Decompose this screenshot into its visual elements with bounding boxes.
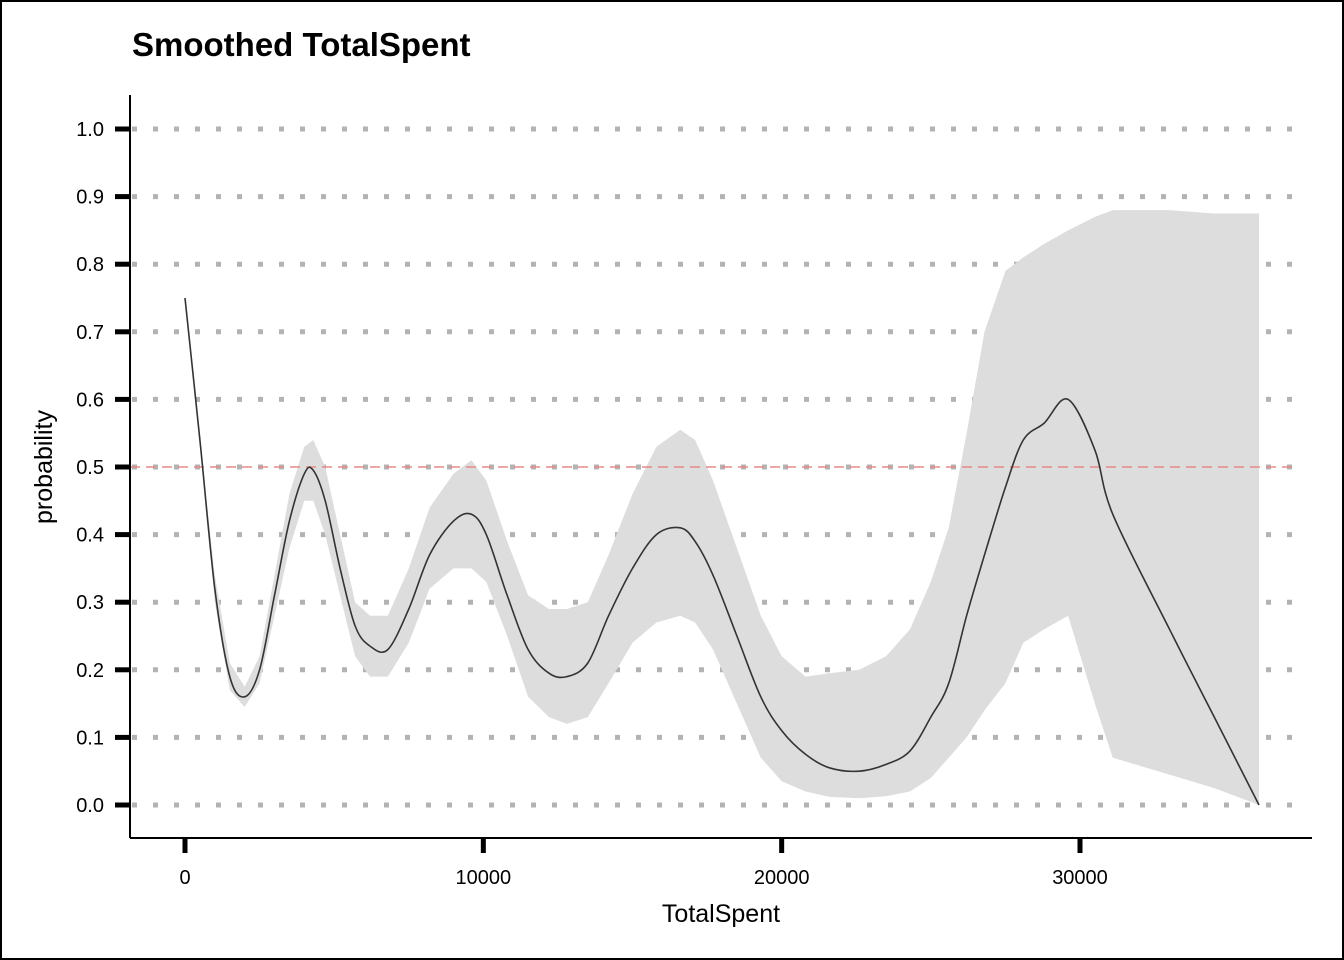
y-tick-label-4: 0.4 [76, 525, 104, 547]
x-axis-title: TotalSpent [662, 900, 780, 928]
y-tick-label-1: 0.1 [76, 727, 104, 749]
smoothed-line [184, 297, 1260, 806]
x-tick-label-3: 30000 [1052, 867, 1108, 889]
y-tick-label-5: 0.5 [76, 457, 104, 479]
x-tick-label-1: 10000 [456, 867, 512, 889]
y-tick-label-2: 0.2 [76, 660, 104, 682]
y-tick-label-0: 0.0 [76, 795, 104, 817]
y-tick-label-3: 0.3 [76, 592, 104, 614]
x-tick-label-2: 20000 [754, 867, 810, 889]
y-axis-title: probability [30, 410, 58, 524]
y-tick-label-9: 0.9 [76, 187, 104, 209]
x-tick-label-0: 0 [179, 867, 190, 889]
y-tick-label-6: 0.6 [76, 389, 104, 411]
chart-title: Smoothed TotalSpent [132, 26, 471, 63]
y-tick-label-8: 0.8 [76, 254, 104, 276]
y-tick-label-7: 0.7 [76, 322, 104, 344]
confidence-band [185, 210, 1259, 806]
y-tick-label-10: 1.0 [76, 119, 104, 141]
